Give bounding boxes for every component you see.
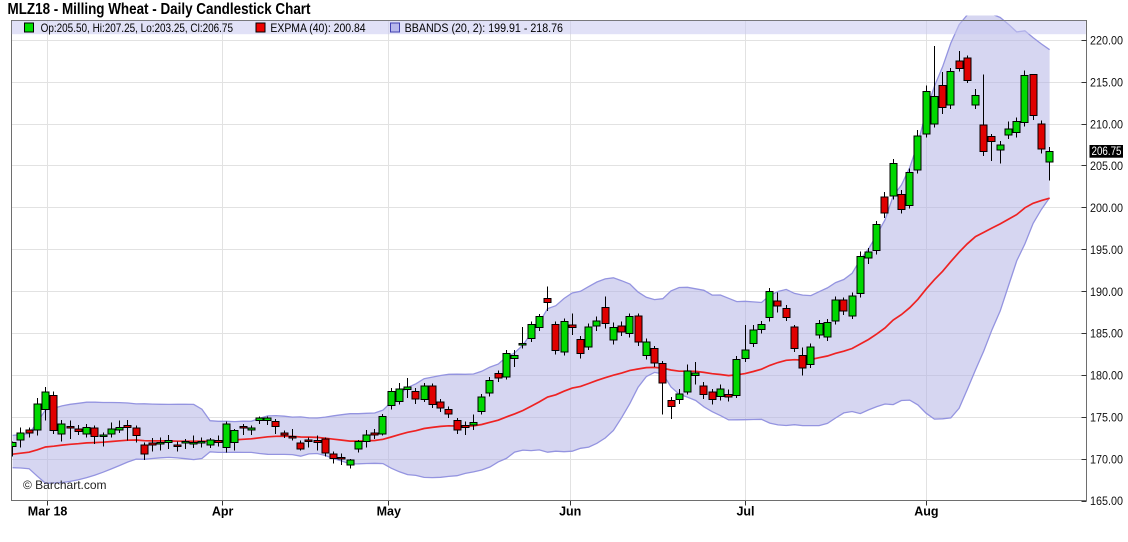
svg-text:Aug: Aug — [914, 505, 938, 519]
svg-text:Jul: Jul — [736, 505, 754, 519]
svg-text:© Barchart.com: © Barchart.com — [23, 478, 107, 492]
svg-text:210.00: 210.00 — [1090, 117, 1123, 131]
svg-text:Apr: Apr — [212, 505, 234, 519]
svg-text:MLZ18 - Milling Wheat - Daily: MLZ18 - Milling Wheat - Daily Candlestic… — [8, 1, 311, 18]
svg-text:175.00: 175.00 — [1090, 410, 1123, 424]
svg-text:Op:205.50, Hi:207.25, Lo:203.2: Op:205.50, Hi:207.25, Lo:203.25, Cl:206.… — [41, 21, 234, 35]
svg-text:180.00: 180.00 — [1090, 369, 1123, 383]
svg-text:190.00: 190.00 — [1090, 285, 1123, 299]
svg-text:BBANDS (20, 2): 199.91 - 218.7: BBANDS (20, 2): 199.91 - 218.76 — [405, 21, 564, 35]
svg-text:185.00: 185.00 — [1090, 327, 1123, 341]
svg-text:170.00: 170.00 — [1090, 452, 1123, 466]
svg-text:205.00: 205.00 — [1090, 159, 1123, 173]
svg-text:220.00: 220.00 — [1090, 34, 1123, 48]
svg-text:200.00: 200.00 — [1090, 201, 1123, 215]
svg-text:May: May — [377, 505, 401, 519]
svg-text:Mar 18: Mar 18 — [28, 505, 68, 519]
svg-text:Jun: Jun — [559, 505, 581, 519]
svg-text:EXPMA (40): 200.84: EXPMA (40): 200.84 — [270, 21, 365, 35]
svg-text:206.75: 206.75 — [1092, 144, 1122, 158]
svg-text:195.00: 195.00 — [1090, 243, 1123, 257]
svg-text:215.00: 215.00 — [1090, 75, 1123, 89]
svg-text:165.00: 165.00 — [1090, 494, 1123, 508]
